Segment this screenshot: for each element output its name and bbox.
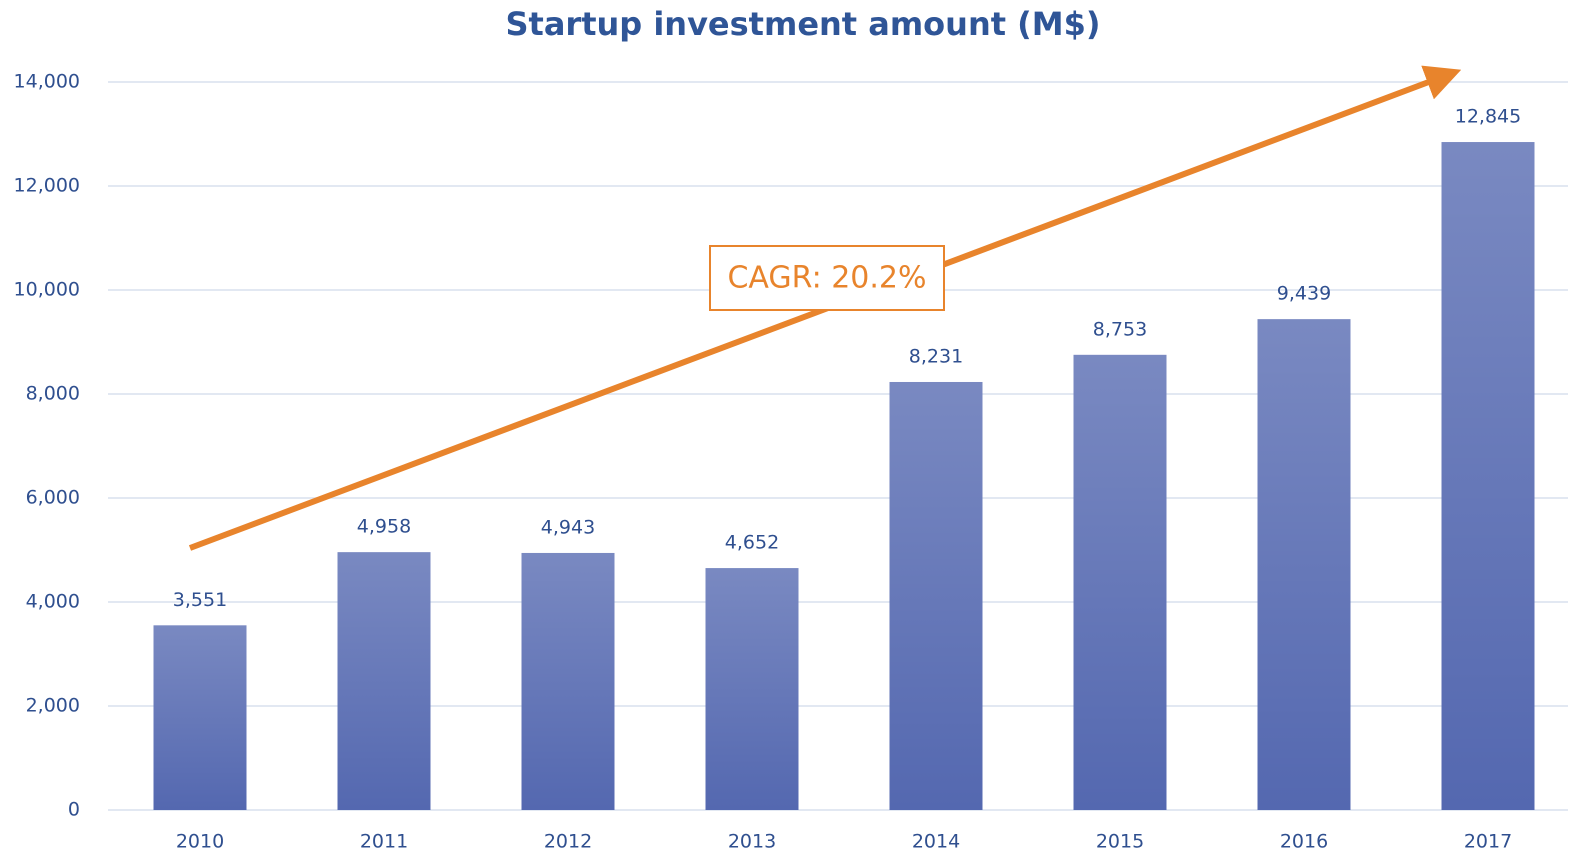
data-label: 4,943	[541, 516, 595, 538]
y-tick-label: 10,000	[14, 279, 80, 301]
x-tick-label: 2010	[176, 831, 224, 853]
data-label: 9,439	[1277, 283, 1331, 305]
bar-shade	[337, 552, 431, 810]
bar-shade	[153, 625, 247, 810]
x-tick-label: 2016	[1280, 831, 1328, 853]
x-tick-label: 2014	[912, 831, 960, 853]
x-tick-label: 2012	[544, 831, 592, 853]
data-label: 12,845	[1455, 106, 1521, 128]
chart-title: Startup investment amount (M$)	[505, 5, 1100, 43]
x-tick-label: 2013	[728, 831, 776, 853]
y-tick-label: 2,000	[26, 695, 80, 717]
bar-shade	[521, 552, 615, 810]
y-tick-label: 6,000	[26, 487, 80, 509]
y-tick-label: 12,000	[14, 175, 80, 197]
data-label: 3,551	[173, 589, 227, 611]
x-tick-label: 2017	[1464, 831, 1512, 853]
bar-shade	[1257, 319, 1351, 810]
bar-shade	[1073, 354, 1167, 810]
y-tick-label: 4,000	[26, 591, 80, 613]
data-label: 8,753	[1093, 318, 1147, 340]
data-label: 4,958	[357, 516, 411, 538]
bar-shade	[1441, 142, 1535, 810]
annotation: CAGR: 20.2%	[727, 261, 926, 296]
x-tick-label: 2011	[360, 831, 408, 853]
y-tick-label: 14,000	[14, 71, 80, 93]
data-label: 4,652	[725, 532, 779, 554]
x-tick-label: 2015	[1096, 831, 1144, 853]
bar-shade	[705, 568, 799, 810]
y-tick-label: 8,000	[26, 383, 80, 405]
data-label: 8,231	[909, 345, 963, 367]
bars	[153, 142, 1535, 810]
annotation-box	[709, 245, 945, 311]
y-tick-label: 0	[68, 799, 80, 821]
bar-shade	[889, 381, 983, 810]
